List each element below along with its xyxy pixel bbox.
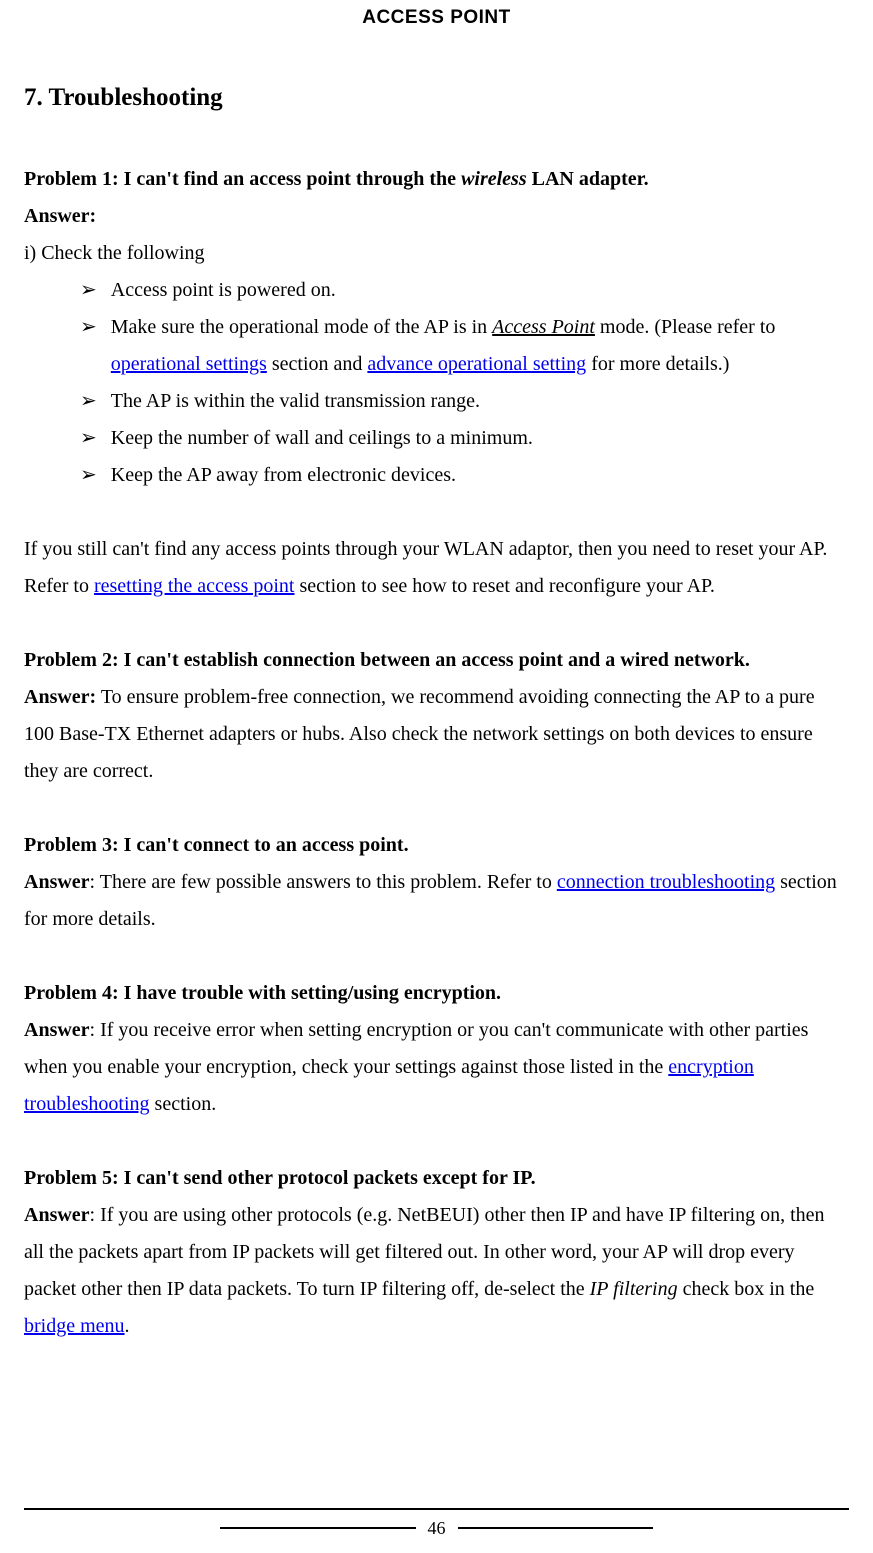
footer-line-right — [458, 1527, 654, 1529]
bullet-item: ➢ Keep the AP away from electronic devic… — [80, 457, 849, 494]
page-number: 46 — [428, 1512, 446, 1545]
text-fragment: mode. (Please refer to — [595, 316, 775, 338]
link-connection-troubleshooting[interactable]: connection troubleshooting — [557, 871, 775, 893]
bullet-text: Access point is powered on. — [111, 272, 336, 309]
problem-1-tail: If you still can't find any access point… — [24, 531, 849, 605]
text-emphasis: Access Point — [492, 316, 595, 338]
text-fragment: section. — [150, 1093, 217, 1115]
problem-2-heading: Problem 2: I can't establish connection … — [24, 642, 849, 679]
text-fragment: : There are few possible answers to this… — [90, 871, 557, 893]
text-fragment: . — [125, 1315, 130, 1337]
problem-4-answer-label: Answer — [24, 1019, 90, 1041]
bullet-icon: ➢ — [80, 420, 97, 457]
problem-5-answer-label: Answer — [24, 1204, 90, 1226]
page-footer: 46 — [0, 1508, 873, 1545]
text-fragment: section to see how to reset and reconfig… — [294, 575, 714, 597]
problem-4-heading: Problem 4: I have trouble with setting/u… — [24, 975, 849, 1012]
link-resetting-access-point[interactable]: resetting the access point — [94, 575, 295, 597]
problem-3-answer-label: Answer — [24, 871, 90, 893]
problem-2-body: Answer: To ensure problem-free connectio… — [24, 679, 849, 790]
problem-1-answer-label: Answer: — [24, 198, 849, 235]
bullet-item: ➢ Access point is powered on. — [80, 272, 849, 309]
problem-1-heading-prefix: Problem 1: I can't find an access point … — [24, 168, 461, 190]
bullet-text: The AP is within the valid transmission … — [111, 383, 480, 420]
bullet-icon: ➢ — [80, 272, 97, 309]
bullet-icon: ➢ — [80, 457, 97, 494]
bullet-item: ➢ Keep the number of wall and ceilings t… — [80, 420, 849, 457]
problem-2-answer-label: Answer: — [24, 686, 96, 708]
page-header-title: ACCESS POINT — [24, 0, 849, 35]
bullet-icon: ➢ — [80, 383, 97, 420]
text-fragment: for more details.) — [586, 353, 729, 375]
problem-4-body: Answer: If you receive error when settin… — [24, 1012, 849, 1123]
problem-1-heading-em: wireless — [461, 168, 527, 190]
problem-3-heading: Problem 3: I can't connect to an access … — [24, 827, 849, 864]
problem-3-body: Answer: There are few possible answers t… — [24, 864, 849, 938]
text-emphasis: IP filtering — [590, 1278, 678, 1300]
footer-number-wrap: 46 — [0, 1512, 873, 1545]
bullet-text: Keep the AP away from electronic devices… — [111, 457, 456, 494]
problem-1-bullets: ➢ Access point is powered on. ➢ Make sur… — [24, 272, 849, 494]
footer-rule — [24, 1508, 849, 1510]
section-title: 7. Troubleshooting — [24, 75, 849, 121]
bullet-icon: ➢ — [80, 309, 97, 346]
text-fragment: check box in the — [678, 1278, 815, 1300]
text-fragment: To ensure problem-free connection, we re… — [24, 686, 815, 782]
text-fragment: Make sure the operational mode of the AP… — [111, 316, 492, 338]
problem-5-heading: Problem 5: I can't send other protocol p… — [24, 1160, 849, 1197]
link-operational-settings[interactable]: operational settings — [111, 353, 267, 375]
bullet-item: ➢ Make sure the operational mode of the … — [80, 309, 849, 383]
problem-1-heading-suffix: LAN adapter. — [527, 168, 649, 190]
bullet-text: Make sure the operational mode of the AP… — [111, 309, 849, 383]
problem-5-body: Answer: If you are using other protocols… — [24, 1197, 849, 1345]
footer-line-left — [220, 1527, 416, 1529]
bullet-text: Keep the number of wall and ceilings to … — [111, 420, 533, 457]
problem-1-line-i: i) Check the following — [24, 235, 849, 272]
text-fragment: section and — [267, 353, 368, 375]
problem-1-heading: Problem 1: I can't find an access point … — [24, 161, 849, 198]
link-bridge-menu[interactable]: bridge menu — [24, 1315, 125, 1337]
bullet-item: ➢ The AP is within the valid transmissio… — [80, 383, 849, 420]
link-advance-operational-setting[interactable]: advance operational setting — [367, 353, 586, 375]
